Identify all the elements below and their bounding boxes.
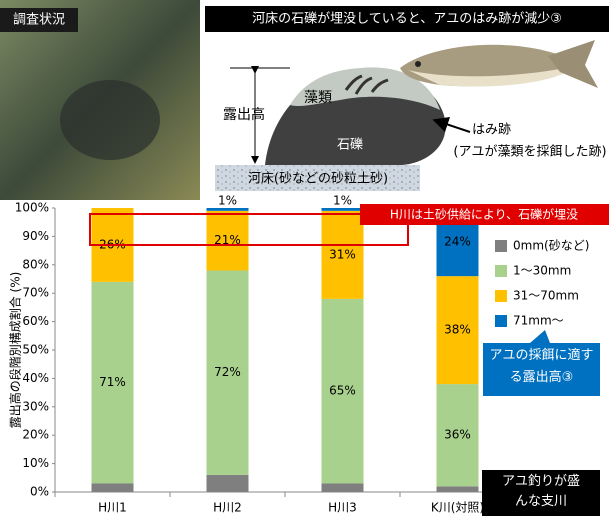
value-label: 36% [444,428,471,442]
legend-label: 31～70mm [513,289,579,303]
page: 調査状況 河床の石礫が埋没していると、アユのはみ跡が減少③ 河床(砂などの砂粒土… [0,0,609,519]
value-label: 1% [218,194,237,208]
y-tick-label: 100% [15,201,49,215]
y-tick-label: 10% [22,456,49,470]
bar-segment [437,486,479,492]
callout2: アユ釣りが盛んな支川 [484,472,598,512]
value-label: 72% [214,365,241,379]
grazing-label: はみ跡 [472,122,511,138]
grazing-note: (アユが藻類を採餌した跡) [453,144,606,160]
callout2-wrap: アユ釣りが盛んな支川 [484,472,598,516]
y-tick-label: 20% [22,428,49,442]
bar-segment [207,475,249,492]
legend-swatch [495,315,507,327]
y-tick-label: 30% [22,399,49,413]
x-tick-label: H川3 [328,501,357,515]
callout: アユの採餌に適する露出高③ [485,345,598,389]
fish-tail [548,40,598,88]
stone-label: 石礫 [337,137,363,153]
y-tick-label: 40% [22,371,49,385]
bar-segment [322,208,364,211]
value-label: 1% [333,194,352,208]
legend-swatch [495,240,507,252]
legend-swatch [495,265,507,277]
bed-label: 河床(砂などの砂粒土砂) [248,172,388,187]
annotation: H川は土砂供給により、石礫が埋没 [390,207,578,222]
legend-label: 0mm(砂など) [513,239,589,253]
value-label: 65% [329,384,356,398]
y-tick-label: 80% [22,257,49,271]
x-tick-label: K川(対照) [431,501,484,515]
fish-eye [415,61,421,67]
callout-wrap: アユの採餌に適する露出高③ [485,345,598,395]
y-tick-label: 90% [22,229,49,243]
legend-label: 1～30mm [513,264,571,278]
value-label: 24% [444,235,471,249]
y-axis-title: 露出高の段階別構成割合 (%) [8,272,23,429]
legend-swatch [495,290,507,302]
value-label: 38% [444,323,471,337]
bar-segment [322,483,364,492]
x-tick-label: H川2 [213,501,242,515]
algae-label: 藻類 [304,90,332,106]
exposure-label: 露出高 [223,106,265,123]
y-tick-label: 60% [22,314,49,328]
photo-label: 調査状況 [13,13,65,28]
value-label: 71% [99,375,126,389]
y-tick-label: 70% [22,286,49,300]
bar-segment [207,208,249,211]
y-tick-label: 0% [30,485,49,499]
legend-label: 71mm～ [513,314,564,328]
title: 河床の石礫が埋没していると、アユのはみ跡が減少③ [252,11,562,27]
bar-segment [92,483,134,492]
y-tick-label: 50% [22,343,49,357]
photo-figure [60,80,160,160]
value-label: 31% [329,247,356,261]
x-tick-label: H川1 [98,501,127,515]
